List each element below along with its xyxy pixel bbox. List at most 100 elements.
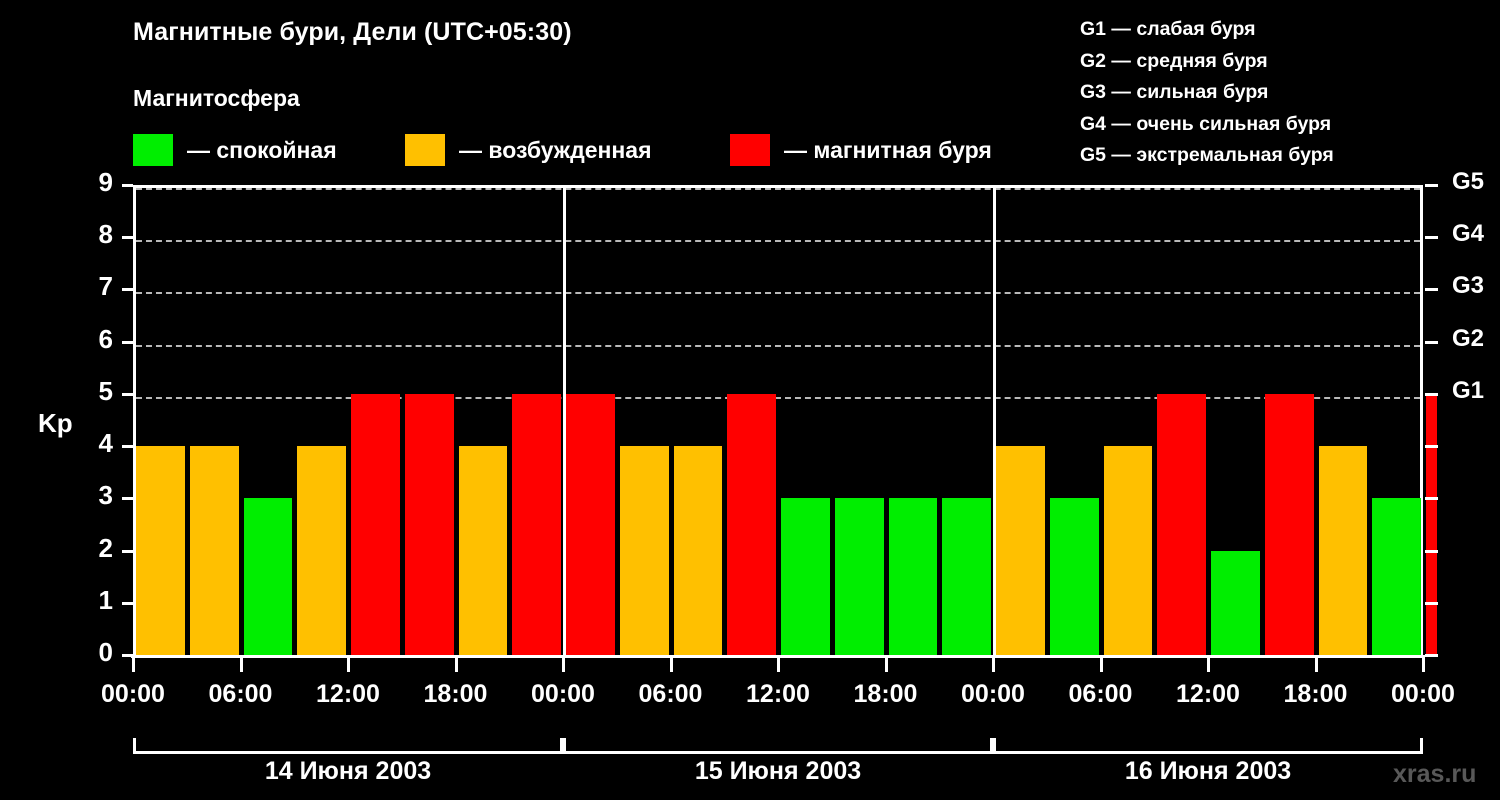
x-tick-label-5: 06:00 [638, 680, 703, 708]
x-tick-mark-2 [347, 658, 350, 672]
legend-label: — спокойная [187, 136, 337, 163]
bar-15-15-00 [834, 498, 884, 655]
g-tick-mark-G1 [1425, 392, 1438, 396]
legend-entry-1: — возбужденная [405, 133, 652, 167]
y-tick-mark-9 [122, 184, 133, 187]
g-tick-mark-G2 [1425, 340, 1438, 344]
bar-16-12-00 [1211, 550, 1260, 655]
x-tick-label-11: 18:00 [1283, 680, 1348, 708]
legend-swatch-icon [405, 134, 445, 166]
date-label-2: 15 Июня 2003 [694, 757, 862, 785]
g-axis-minor-tick-kp-2 [1425, 549, 1438, 553]
g-scale-row-4: G4 — очень сильная буря [1080, 112, 1332, 135]
y-tick-label-0: 0 [98, 637, 113, 667]
x-tick-label-7: 18:00 [853, 680, 918, 708]
y-tick-mark-4 [122, 445, 133, 449]
y-tick-mark-0 [122, 654, 133, 657]
x-tick-label-2: 12:00 [316, 680, 380, 708]
g-tick-mark-G5 [1425, 184, 1438, 187]
bar-15-12-00 [781, 498, 830, 655]
y-tick-mark-5 [122, 392, 133, 396]
x-tick-label-12: 00:00 [1391, 680, 1455, 708]
g-axis-minor-tick-kp-0 [1425, 654, 1438, 657]
day-separator-1 [563, 188, 566, 655]
y-tick-label-3: 3 [98, 480, 113, 511]
x-tick-mark-9 [1099, 658, 1103, 672]
gridline-kp-5 [136, 396, 1420, 399]
y-tick-label-2: 2 [98, 532, 113, 563]
x-tick-mark-7 [884, 658, 888, 672]
y-tick-mark-6 [122, 340, 133, 344]
g-scale-row-3: G3 — сильная буря [1080, 81, 1269, 103]
bar-16-03-00 [1049, 498, 1099, 655]
chart-bars-container [136, 188, 1437, 655]
bar-16-06-00 [1103, 446, 1153, 655]
date-label-3: 16 Июня 2003 [1124, 757, 1292, 785]
bar-15-21-00 [942, 498, 991, 655]
bar-16-21-00 [1372, 498, 1421, 655]
x-tick-mark-6 [777, 658, 780, 672]
legend-entry-0: — спокойная [133, 133, 337, 167]
g-scale-row-2: G2 — средняя буря [1080, 49, 1268, 72]
y-tick-label-5: 5 [98, 375, 113, 406]
x-tick-label-6: 12:00 [746, 680, 810, 708]
y-tick-label-1: 1 [98, 584, 113, 615]
chart-plot-area [133, 185, 1437, 655]
g-tick-label-G3: G3 [1452, 272, 1485, 300]
x-tick-mark-12 [1422, 658, 1425, 672]
y-tick-label-4: 4 [98, 428, 113, 459]
bar-14-06-00 [243, 498, 293, 655]
g-tick-mark-G3 [1425, 288, 1438, 292]
legend-swatch-icon [133, 134, 173, 166]
bar-15-06-00 [673, 446, 723, 655]
magnetosphere-legend: — спокойная — возбужденная — магнитная бур… [133, 133, 1033, 167]
bar-16-00-00 [996, 446, 1045, 655]
page-title: Магнитные бури, Дели (UTC+05:30) [133, 18, 572, 46]
g-tick-label-G5: G5 [1452, 168, 1485, 195]
x-tick-mark-1 [239, 658, 243, 672]
date-bracket-1 [133, 738, 563, 754]
bar-16-15-00 [1264, 393, 1314, 655]
x-tick-mark-0 [132, 658, 135, 672]
y-tick-mark-3 [122, 497, 133, 501]
bar-15-18-00 [888, 498, 938, 655]
legend-swatch-icon [730, 134, 770, 166]
y-tick-mark-8 [122, 236, 133, 240]
bar-15-00-00 [566, 393, 615, 655]
g-tick-label-G2: G2 [1452, 324, 1485, 352]
x-tick-label-10: 12:00 [1176, 680, 1240, 708]
x-tick-mark-10 [1207, 658, 1210, 672]
y-tick-label-6: 6 [98, 323, 113, 354]
gridline-kp-8 [136, 240, 1420, 243]
bar-14-15-00 [404, 393, 454, 655]
bar-16-09-00 [1157, 393, 1206, 655]
x-tick-label-3: 18:00 [423, 680, 488, 708]
x-tick-label-4: 00:00 [531, 680, 595, 708]
bar-17-00-00 [1426, 393, 1437, 655]
g-axis-minor-tick-kp-3 [1425, 497, 1438, 501]
y-tick-mark-2 [122, 549, 133, 553]
date-bracket-3 [993, 738, 1423, 754]
legend-label: — возбужденная [459, 136, 652, 163]
date-label-1: 14 Июня 2003 [264, 757, 432, 785]
x-axis-baseline [131, 655, 1425, 658]
x-tick-label-1: 06:00 [208, 680, 273, 708]
g-scale-row-5: G5 — экстремальная буря [1080, 144, 1334, 166]
bar-14-21-00 [512, 393, 561, 655]
bar-14-03-00 [189, 446, 239, 655]
date-bracket-2 [563, 738, 993, 754]
g-scale-row-1: G1 — слабая буря [1080, 18, 1256, 40]
x-tick-mark-3 [454, 658, 458, 672]
legend-label: — магнитная буря [784, 136, 992, 163]
g-tick-label-G4: G4 [1452, 220, 1485, 248]
gridline-kp-9 [136, 188, 1420, 190]
g-tick-label-G1: G1 [1452, 376, 1485, 404]
x-tick-mark-5 [669, 658, 673, 672]
x-tick-label-8: 00:00 [961, 680, 1025, 708]
bar-15-03-00 [619, 446, 669, 655]
legend-entry-2: — магнитная буря [730, 133, 992, 167]
y-tick-label-9: 9 [98, 167, 113, 197]
x-tick-label-9: 06:00 [1068, 680, 1133, 708]
x-tick-label-0: 00:00 [101, 680, 165, 708]
g-scale-legend: G1 — слабая буря G2 — средняя буря G3 — си… [1080, 14, 1500, 172]
